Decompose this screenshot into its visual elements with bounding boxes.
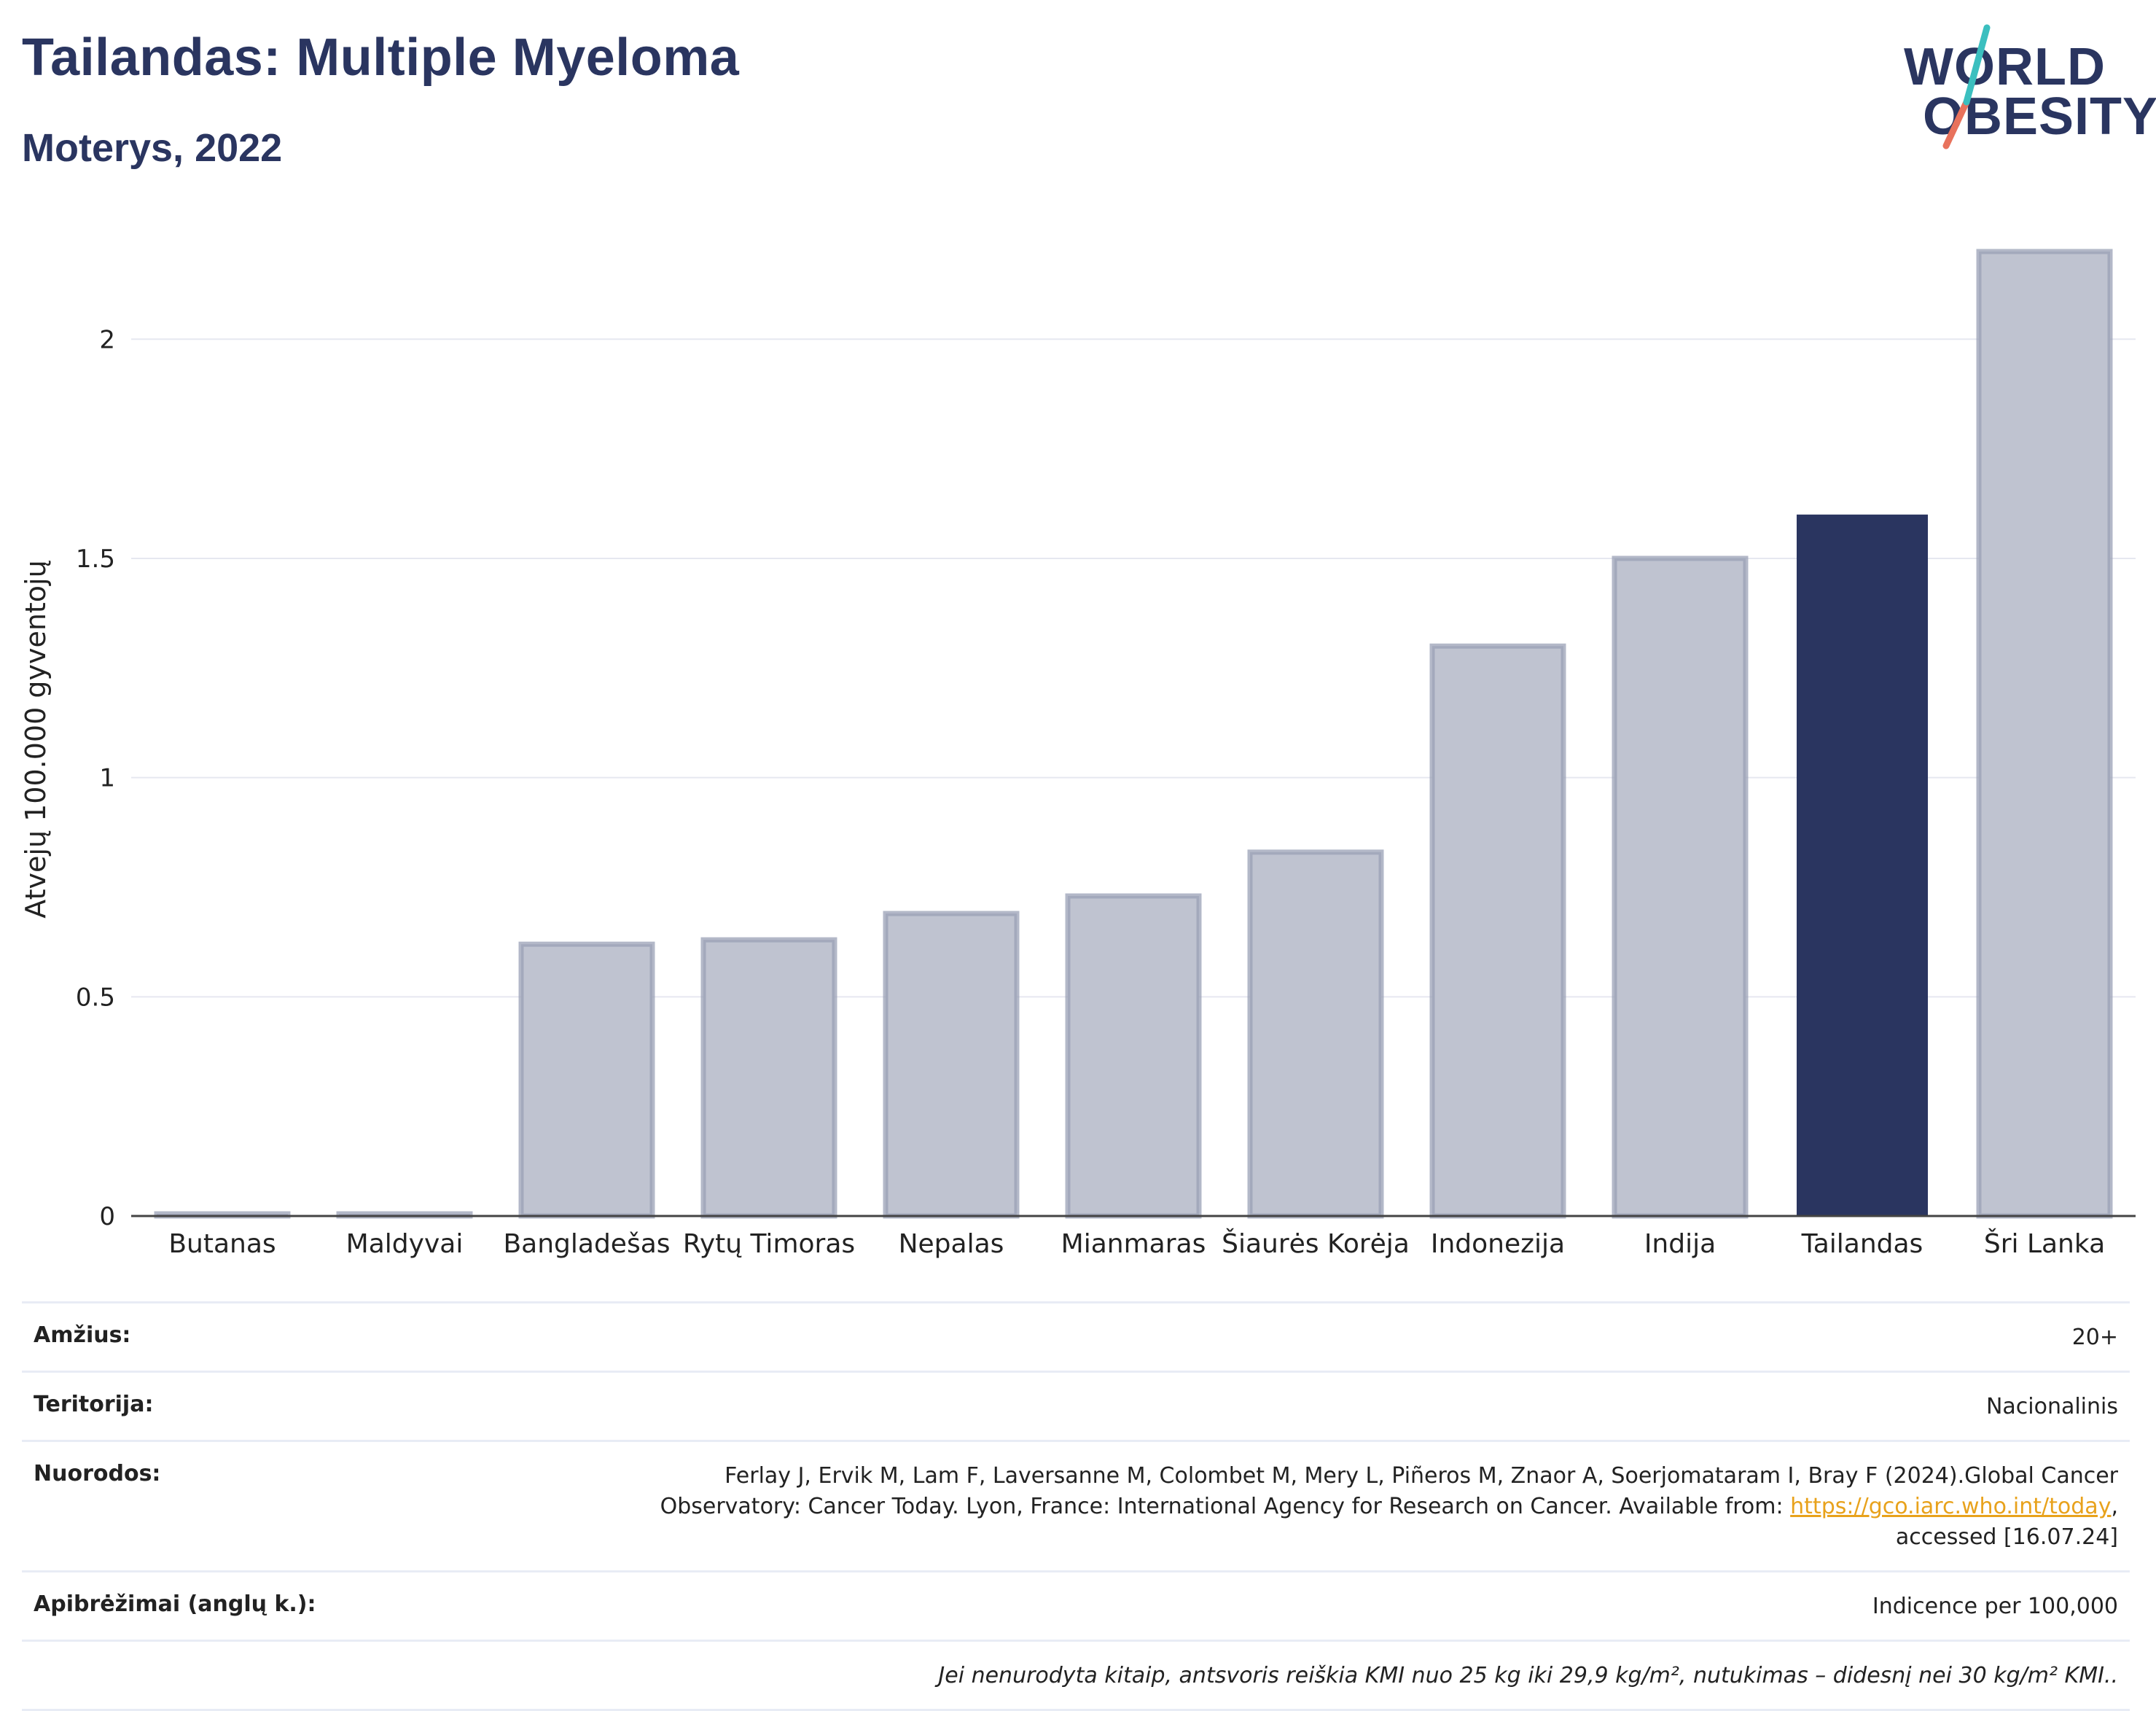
y-tick-label: 0	[99, 1202, 115, 1231]
x-tick-label: Šri Lanka	[1984, 1228, 2105, 1259]
y-tick-label: 1.5	[76, 545, 115, 574]
references-line-1: Ferlay J, Ervik M, Lam F, Laversanne M, …	[724, 1463, 2118, 1489]
bar-chart: 0 0.5 1 1.5 2 Butanas Maldyvai Bangladešas Rytų …	[20, 249, 2136, 1259]
references-link[interactable]: https://gco.iarc.who.int/today	[1790, 1494, 2112, 1519]
bar-4	[883, 911, 1020, 1219]
references-line-3: accessed [16.07.24]	[1895, 1524, 2118, 1550]
x-tick-label: Maldyvai	[346, 1229, 464, 1259]
world-obesity-logo: WORLD OBESITY	[1902, 22, 2156, 153]
note-text: Jei nenurodyta kitaip, antsvoris reiškia…	[938, 1663, 2118, 1688]
y-tick-label: 0.5	[76, 983, 115, 1012]
definitions-value: Indicence per 100,000	[1872, 1594, 2118, 1619]
x-tick-label: Nepalas	[899, 1229, 1004, 1259]
age-label: Amžius:	[34, 1322, 131, 1348]
x-tick-label: Rytų Timoras	[683, 1229, 855, 1259]
axes: 0 0.5 1 1.5 2 Butanas Maldyvai Bangladešas Rytų …	[76, 325, 2136, 1259]
info-row-note: Jei nenurodyta kitaip, antsvoris reiškia…	[22, 1640, 2130, 1711]
bar-8	[1612, 556, 1749, 1219]
references-value: Ferlay J, Ervik M, Lam F, Laversanne M, …	[660, 1461, 2118, 1553]
x-tick-label: Mianmaras	[1061, 1229, 1206, 1259]
references-label: Nuorodos:	[34, 1461, 161, 1486]
territory-label: Teritorija:	[34, 1392, 154, 1417]
bar-2	[518, 941, 655, 1219]
x-tick-label: Bangladešas	[503, 1229, 670, 1259]
bar-7	[1429, 643, 1566, 1219]
bar-3	[700, 937, 837, 1219]
info-table: Amžius: 20+ Teritorija: Nacionalinis Nuo…	[22, 1301, 2130, 1711]
y-tick-label: 2	[99, 325, 115, 354]
age-value: 20+	[2071, 1325, 2118, 1350]
info-row-territory: Teritorija: Nacionalinis	[22, 1371, 2130, 1440]
info-row-definitions: Apibrėžimai (anglų k.): Indicence per 10…	[22, 1570, 2130, 1640]
bar-5	[1065, 893, 1202, 1219]
y-axis-title: Atvejų 100.000 gyventojų	[20, 560, 52, 918]
x-tick-label: Butanas	[168, 1229, 276, 1259]
x-tick-label: Indonezija	[1431, 1229, 1565, 1259]
bars	[154, 249, 2113, 1219]
logo-slash-icon	[1942, 24, 1991, 149]
info-row-references: Nuorodos: Ferlay J, Ervik M, Lam F, Lave…	[22, 1440, 2130, 1570]
chart-subtitle: Moterys, 2022	[22, 126, 283, 170]
x-tick-label: Indija	[1644, 1229, 1716, 1259]
territory-value: Nacionalinis	[1985, 1394, 2118, 1419]
bar-9	[1797, 514, 1928, 1216]
y-tick-label: 1	[99, 764, 115, 793]
definitions-label: Apibrėžimai (anglų k.):	[34, 1591, 316, 1617]
logo-line-1: WORLD	[1904, 38, 2106, 96]
info-row-age: Amžius: 20+	[22, 1301, 2130, 1371]
references-line-2: Observatory: Cancer Today. Lyon, France:…	[660, 1494, 1791, 1519]
references-line-2-suffix: ,	[2111, 1494, 2118, 1519]
chart-title: Tailandas: Multiple Myeloma	[22, 28, 740, 87]
bar-10	[1976, 249, 2113, 1219]
x-tick-label: Šiaurės Korėja	[1222, 1228, 1410, 1259]
x-tick-label: Tailandas	[1801, 1229, 1923, 1259]
bar-6	[1247, 849, 1384, 1219]
